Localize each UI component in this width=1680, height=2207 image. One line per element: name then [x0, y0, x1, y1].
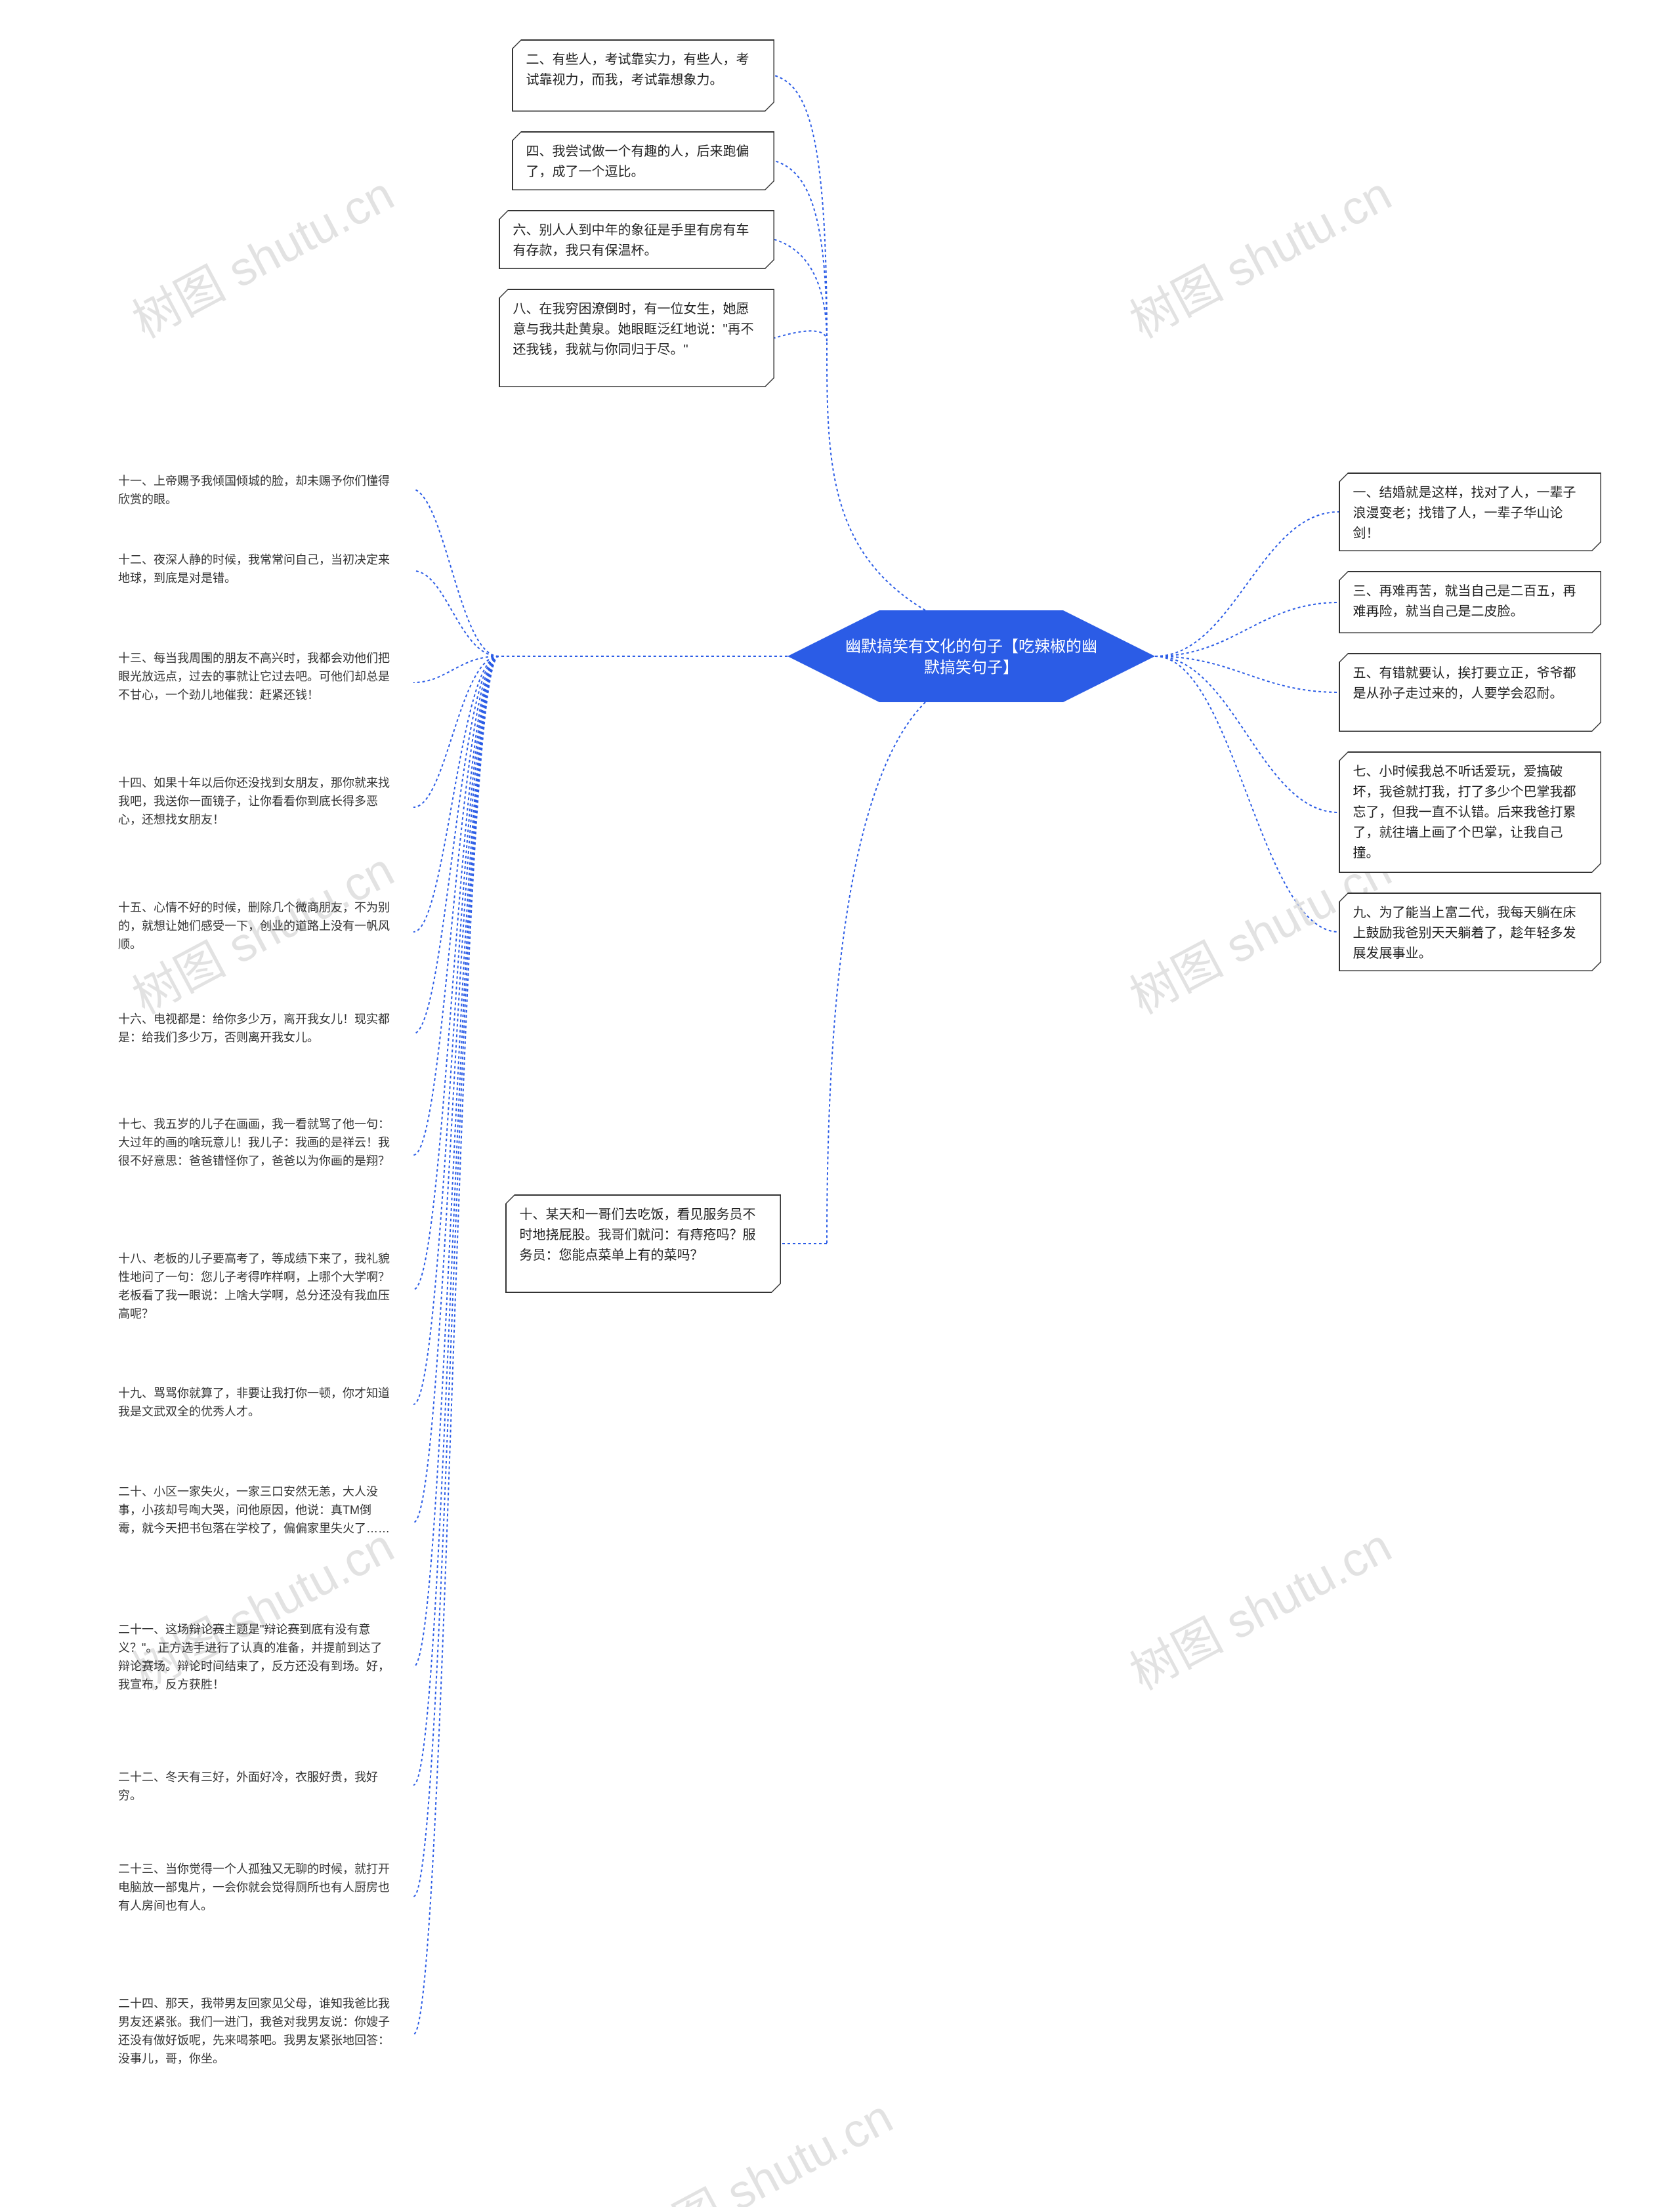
node-16[interactable]: 十六、电视都是：给你多少万，离开我女儿！现实都是：给我们多少万，否则离开我女儿。 [118, 1011, 394, 1047]
node-24[interactable]: 二十四、那天，我带男友回家见父母，谁知我爸比我男友还紧张。我们一进门，我爸对我男… [118, 1995, 394, 2069]
node-19[interactable]: 十九、骂骂你就算了，非要让我打你一顿，你才知道我是文武双全的优秀人才。 [118, 1385, 394, 1421]
node-3[interactable]: 三、再难再苦，就当自己是二百五，再难再险，就当自己是二皮脸。 [1339, 571, 1601, 633]
node-10-text: 十、某天和一哥们去吃饭，看见服务员不时地挠屁股。我哥们就问：有痔疮吗？服务员：您… [507, 1196, 780, 1292]
node-2-text: 二、有些人，考试靠实力，有些人，考试靠视力，而我，考试靠想象力。 [513, 41, 774, 111]
node-1[interactable]: 一、结婚就是这样，找对了人，一辈子浪漫变老；找错了人，一辈子华山论剑！ [1339, 473, 1601, 551]
node-17[interactable]: 十七、我五岁的儿子在画画，我一看就骂了他一句：大过年的画的啥玩意儿！我儿子：我画… [118, 1116, 394, 1171]
node-5[interactable]: 五、有错就要认，挨打要立正，爷爷都是从孙子走过来的，人要学会忍耐。 [1339, 653, 1601, 732]
node-14[interactable]: 十四、如果十年以后你还没找到女朋友，那你就来找我吧，我送你一面镜子，让你看看你到… [118, 774, 394, 830]
node-4-text: 四、我尝试做一个有趣的人，后来跑偏了，成了一个逗比。 [513, 133, 774, 190]
node-8[interactable]: 八、在我穷困潦倒时，有一位女生，她愿意与我共赴黄泉。她眼眶泛红地说："再不还我钱… [499, 289, 774, 387]
node-6-text: 六、别人人到中年的象征是手里有房有车有存款，我只有保温杯。 [500, 211, 774, 268]
node-10[interactable]: 十、某天和一哥们去吃饭，看见服务员不时地挠屁股。我哥们就问：有痔疮吗？服务员：您… [505, 1194, 781, 1293]
node-6[interactable]: 六、别人人到中年的象征是手里有房有车有存款，我只有保温杯。 [499, 210, 774, 269]
watermark: 树图 shutu.cn [119, 156, 404, 351]
node-13[interactable]: 十三、每当我周围的朋友不高兴时，我都会劝他们把眼光放远点，过去的事就让它过去吧。… [118, 650, 394, 705]
node-2[interactable]: 二、有些人，考试靠实力，有些人，考试靠视力，而我，考试靠想象力。 [512, 39, 774, 112]
node-15[interactable]: 十五、心情不好的时候，删除几个微商朋友，不为别的，就想让她们感受一下，创业的道路… [118, 899, 394, 954]
node-18[interactable]: 十八、老板的儿子要高考了，等成绩下来了，我礼貌性地问了一句：您儿子考得咋样啊，上… [118, 1250, 394, 1324]
node-4[interactable]: 四、我尝试做一个有趣的人，后来跑偏了，成了一个逗比。 [512, 131, 774, 190]
node-3-text: 三、再难再苦，就当自己是二百五，再难再险，就当自己是二皮脸。 [1340, 572, 1601, 633]
node-8-text: 八、在我穷困潦倒时，有一位女生，她愿意与我共赴黄泉。她眼眶泛红地说："再不还我钱… [500, 290, 774, 387]
watermark: 树图 shutu.cn [1116, 1508, 1401, 1703]
node-7-text: 七、小时候我总不听话爱玩，爱搞破坏，我爸就打我，打了多少个巴掌我都忘了，但我一直… [1340, 753, 1601, 872]
node-22[interactable]: 二十二、冬天有三好，外面好冷，衣服好贵，我好穷。 [118, 1769, 394, 1805]
watermark: 树图 shutu.cn [1116, 156, 1401, 351]
node-1-text: 一、结婚就是这样，找对了人，一辈子浪漫变老；找错了人，一辈子华山论剑！ [1340, 474, 1601, 551]
node-5-text: 五、有错就要认，挨打要立正，爷爷都是从孙子走过来的，人要学会忍耐。 [1340, 654, 1601, 731]
center-node-label: 幽默搞笑有文化的句子【吃辣椒的幽默搞笑句子】 [840, 637, 1102, 679]
watermark: 树图 shutu.cn [618, 2079, 902, 2207]
node-11[interactable]: 十一、上帝赐予我倾国倾城的脸，却未赐予你们懂得欣赏的眼。 [118, 473, 394, 509]
node-7[interactable]: 七、小时候我总不听话爱玩，爱搞破坏，我爸就打我，打了多少个巴掌我都忘了，但我一直… [1339, 751, 1601, 873]
node-12[interactable]: 十二、夜深人静的时候，我常常问自己，当初决定来地球，到底是对是错。 [118, 551, 394, 588]
node-9-text: 九、为了能当上富二代，我每天躺在床上鼓励我爸别天天躺着了，趁年轻多发展发展事业。 [1340, 894, 1601, 971]
mindmap-canvas: 树图 shutu.cn 树图 shutu.cn 树图 shutu.cn 树图 s… [0, 0, 1680, 2207]
node-23[interactable]: 二十三、当你觉得一个人孤独又无聊的时候，就打开电脑放一部鬼片，一会你就会觉得厕所… [118, 1860, 394, 1916]
node-9[interactable]: 九、为了能当上富二代，我每天躺在床上鼓励我爸别天天躺着了，趁年轻多发展发展事业。 [1339, 893, 1601, 971]
node-20[interactable]: 二十、小区一家失火，一家三口安然无恙，大人没事，小孩却号啕大哭，问他原因，他说：… [118, 1483, 394, 1538]
node-21[interactable]: 二十一、这场辩论赛主题是"辩论赛到底有没有意义？"。正方选手进行了认真的准备，并… [118, 1621, 394, 1694]
